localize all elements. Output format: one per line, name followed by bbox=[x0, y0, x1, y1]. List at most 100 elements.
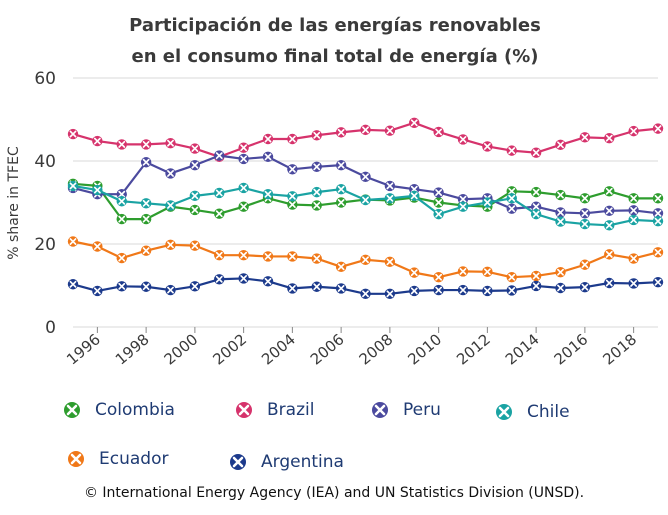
data-point-chile bbox=[311, 186, 322, 198]
data-point-chile bbox=[628, 214, 639, 226]
y-tick-labels: 0 20 40 60 bbox=[34, 69, 56, 338]
data-point-colombia bbox=[652, 193, 664, 204]
data-point-argentina bbox=[165, 284, 176, 296]
data-point-brazil bbox=[652, 123, 664, 134]
y-tick-label: 60 bbox=[34, 69, 56, 89]
data-point-ecuador bbox=[92, 241, 103, 252]
data-point-argentina bbox=[652, 276, 664, 288]
data-point-chile bbox=[360, 194, 371, 206]
x-tick-label: 2010 bbox=[404, 330, 445, 368]
data-point-chile bbox=[604, 220, 615, 231]
data-point-peru bbox=[140, 157, 152, 168]
data-point-peru bbox=[457, 193, 469, 205]
data-point-chile bbox=[335, 184, 347, 195]
x-tick-label: 2000 bbox=[161, 330, 202, 368]
copyright-footer: © International Energy Agency (IEA) and … bbox=[83, 485, 585, 501]
data-point-brazil bbox=[506, 145, 517, 156]
data-point-ecuador bbox=[530, 270, 542, 282]
data-point-colombia bbox=[579, 193, 591, 204]
series-brazil bbox=[67, 117, 664, 163]
data-point-argentina bbox=[506, 285, 517, 296]
data-point-peru bbox=[604, 205, 615, 216]
data-point-ecuador bbox=[409, 267, 420, 278]
data-point-peru bbox=[214, 150, 225, 161]
data-point-ecuador bbox=[140, 245, 152, 256]
data-point-peru bbox=[165, 168, 176, 179]
data-point-brazil bbox=[579, 132, 591, 143]
data-point-ecuador bbox=[579, 259, 591, 270]
data-point-chile bbox=[238, 182, 249, 194]
data-point-chile bbox=[433, 208, 444, 220]
data-point-peru bbox=[262, 151, 274, 163]
data-point-colombia bbox=[311, 200, 322, 211]
series-line-chile bbox=[72, 184, 659, 227]
data-point-peru bbox=[335, 159, 347, 171]
data-point-chile bbox=[189, 190, 201, 202]
data-point-argentina bbox=[409, 285, 420, 297]
data-point-ecuador bbox=[116, 252, 127, 264]
series-argentina bbox=[67, 273, 664, 299]
data-point-argentina bbox=[116, 281, 127, 292]
data-point-ecuador bbox=[604, 249, 615, 260]
data-point-peru bbox=[360, 171, 371, 182]
x-tick-label: 1998 bbox=[112, 330, 153, 368]
data-point-chile bbox=[555, 216, 566, 227]
x-tick-label: 2002 bbox=[209, 330, 250, 368]
data-point-peru bbox=[287, 164, 298, 175]
data-point-chile bbox=[482, 197, 493, 208]
data-point-argentina bbox=[433, 284, 444, 296]
data-point-argentina bbox=[140, 281, 152, 292]
data-point-ecuador bbox=[238, 250, 249, 261]
data-point-ecuador bbox=[555, 267, 566, 278]
data-point-colombia bbox=[116, 213, 127, 225]
data-point-ecuador bbox=[457, 266, 469, 277]
data-point-argentina bbox=[604, 277, 615, 289]
data-point-argentina bbox=[238, 273, 249, 284]
data-point-brazil bbox=[262, 133, 274, 145]
data-point-ecuador bbox=[262, 251, 274, 262]
data-point-chile bbox=[262, 189, 274, 200]
data-point-brazil bbox=[604, 132, 615, 144]
data-point-chile bbox=[116, 196, 127, 207]
data-point-brazil bbox=[409, 117, 420, 129]
data-point-brazil bbox=[384, 125, 396, 136]
data-point-ecuador bbox=[360, 254, 371, 265]
data-point-colombia bbox=[604, 186, 615, 197]
data-point-argentina bbox=[262, 276, 274, 287]
y-axis-label: % share in TFEC bbox=[6, 146, 22, 260]
data-point-argentina bbox=[335, 283, 347, 294]
data-point-brazil bbox=[165, 137, 176, 149]
data-point-chile bbox=[287, 191, 298, 202]
chart-title-line-1: Participación de las energías renovables bbox=[129, 15, 541, 36]
data-point-argentina bbox=[287, 283, 298, 294]
data-point-colombia bbox=[214, 208, 225, 219]
data-point-chile bbox=[579, 218, 591, 230]
data-point-brazil bbox=[457, 134, 469, 145]
data-point-chile bbox=[530, 208, 542, 220]
data-point-ecuador bbox=[189, 240, 201, 251]
data-point-peru bbox=[506, 203, 517, 214]
data-point-colombia bbox=[189, 204, 201, 216]
data-point-brazil bbox=[116, 139, 127, 150]
chart-title-line-2: en el consumo final total de energía (%) bbox=[131, 46, 538, 67]
data-point-argentina bbox=[214, 274, 225, 285]
data-point-peru bbox=[189, 159, 201, 171]
x-tick-label: 2016 bbox=[551, 330, 592, 368]
data-point-chile bbox=[409, 190, 420, 202]
data-point-colombia bbox=[628, 193, 639, 204]
data-point-ecuador bbox=[165, 239, 176, 251]
data-point-ecuador bbox=[652, 247, 664, 258]
series-group bbox=[67, 117, 664, 299]
data-point-peru bbox=[433, 187, 444, 198]
data-point-brazil bbox=[335, 127, 347, 138]
data-point-peru bbox=[238, 153, 249, 165]
data-point-argentina bbox=[530, 280, 542, 292]
data-point-brazil bbox=[140, 139, 152, 150]
data-point-chile bbox=[506, 193, 517, 204]
data-point-argentina bbox=[189, 281, 201, 292]
data-point-ecuador bbox=[287, 251, 298, 262]
x-tick-labels: 1996 1998 2000 2002 2004 2006 2008 2010 2012 2014… bbox=[63, 327, 640, 369]
data-point-ecuador bbox=[433, 272, 444, 283]
data-point-argentina bbox=[628, 278, 639, 289]
data-point-brazil bbox=[92, 135, 103, 147]
